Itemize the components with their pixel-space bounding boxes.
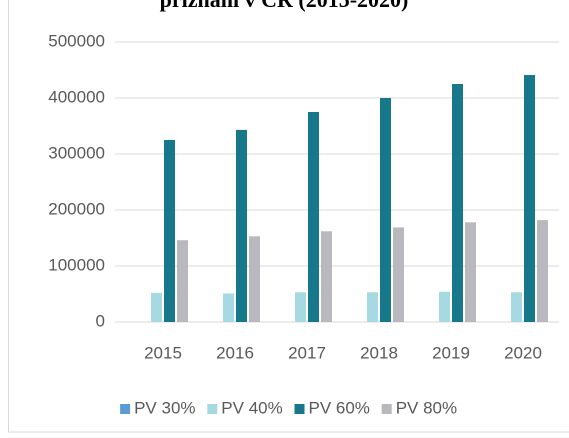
y-tick-label: 200000: [48, 199, 105, 218]
x-tick-label: 2019: [432, 343, 470, 362]
y-tick-label: 0: [96, 311, 105, 330]
legend-label: PV 60%: [309, 398, 370, 417]
bar: [177, 240, 188, 322]
y-tick-label: 300000: [48, 143, 105, 162]
legend-swatch: [381, 404, 392, 414]
bar: [223, 293, 234, 322]
legend-swatch: [120, 404, 131, 414]
bar: [321, 231, 332, 322]
x-tick-label: 2017: [288, 343, 326, 362]
legend-label: PV 30%: [134, 398, 195, 417]
bar: [295, 292, 306, 322]
legend-label: PV 40%: [221, 398, 282, 417]
y-tick-label: 100000: [48, 255, 105, 274]
bar: [511, 292, 522, 322]
bar: [452, 84, 463, 322]
bar: [524, 75, 535, 322]
bar: [151, 292, 162, 322]
bar: [367, 292, 378, 322]
bar: [164, 140, 175, 322]
x-tick-label: 2016: [216, 343, 254, 362]
bar: [380, 98, 391, 322]
chart-border: [8, 0, 569, 433]
x-tick-label: 2018: [360, 343, 398, 362]
legend-swatch: [294, 404, 305, 414]
chart-title: přiznání v ČR (2015-2020): [160, 0, 409, 12]
legend-label: PV 80%: [396, 398, 457, 417]
bar: [249, 236, 260, 322]
legend-swatch: [207, 404, 218, 414]
bar: [393, 227, 404, 322]
bar: [236, 129, 247, 322]
y-tick-label: 500000: [48, 31, 105, 50]
bar: [465, 222, 476, 322]
x-tick-label: 2015: [144, 343, 182, 362]
bar: [439, 291, 450, 322]
bar: [537, 220, 548, 322]
y-tick-label: 400000: [48, 87, 105, 106]
bar: [308, 112, 319, 322]
x-tick-label: 2020: [504, 343, 542, 362]
